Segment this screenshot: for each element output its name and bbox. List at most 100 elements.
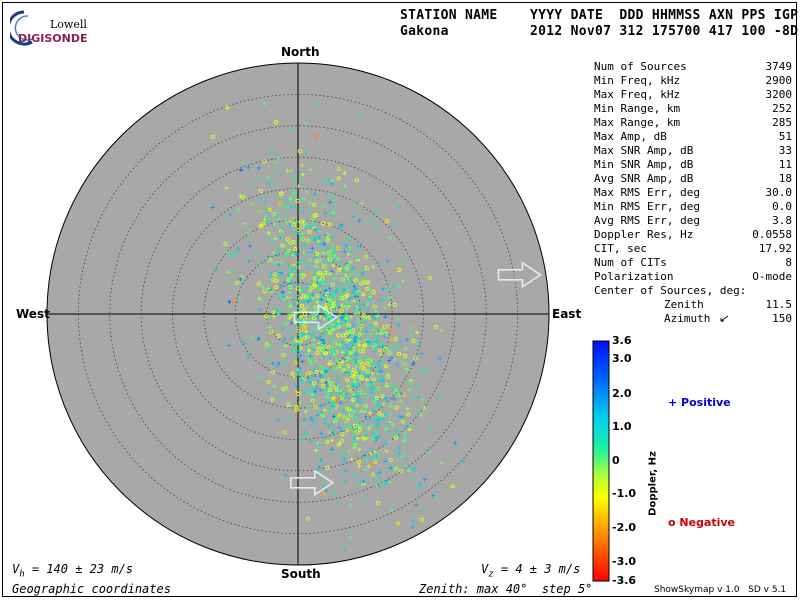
positive-source-point xyxy=(333,430,338,435)
positive-source-point xyxy=(266,286,271,291)
positive-source-point xyxy=(292,301,297,306)
negative-source-point xyxy=(363,404,368,409)
positive-source-point xyxy=(340,409,345,414)
negative-source-point xyxy=(361,436,366,441)
negative-source-point xyxy=(315,351,320,356)
positive-source-point xyxy=(360,271,365,276)
colorbar-tick-label: -2.0 xyxy=(612,521,637,534)
positive-source-point xyxy=(379,331,383,336)
positive-source-point xyxy=(364,457,369,462)
positive-source-point xyxy=(308,258,313,263)
stat-row: Polarization O-mode xyxy=(594,270,792,284)
positive-source-point xyxy=(377,403,382,408)
positive-source-point xyxy=(303,120,308,125)
positive-source-point xyxy=(229,254,234,259)
positive-source-point xyxy=(267,391,272,396)
positive-source-point xyxy=(309,416,314,421)
positive-source-point xyxy=(291,216,296,221)
positive-source-point xyxy=(324,395,329,400)
positive-source-point xyxy=(405,435,410,440)
positive-source-point xyxy=(365,394,370,399)
positive-source-point xyxy=(273,160,278,165)
positive-source-point xyxy=(277,361,281,366)
positive-source-point xyxy=(297,349,302,353)
positive-source-point xyxy=(318,296,323,300)
positive-source-point xyxy=(370,385,375,390)
positive-source-point xyxy=(318,373,323,378)
stat-row: Max SNR Amp, dB 33 xyxy=(594,144,792,158)
positive-source-point xyxy=(266,231,271,235)
negative-source-point xyxy=(274,278,279,283)
positive-source-point xyxy=(341,455,346,460)
negative-source-point xyxy=(293,247,298,252)
positive-source-point xyxy=(329,409,334,414)
negative-source-point xyxy=(339,309,344,314)
positive-source-point xyxy=(324,246,329,251)
positive-source-point xyxy=(290,348,295,353)
positive-source-point xyxy=(339,372,344,377)
positive-source-point xyxy=(420,397,425,402)
positive-source-point xyxy=(363,499,368,504)
stat-value: 8 xyxy=(785,256,792,269)
negative-source-point xyxy=(359,374,364,380)
stat-value: 3.8 xyxy=(772,214,792,227)
negative-source-point xyxy=(320,344,325,349)
positive-source-point xyxy=(380,341,385,346)
positive-source-point xyxy=(310,418,315,423)
positive-source-point xyxy=(306,348,311,353)
positive-source-point xyxy=(311,394,316,399)
negative-source-point xyxy=(279,191,284,196)
negative-source-point xyxy=(373,321,378,326)
center-azimuth-value: 150 xyxy=(772,312,792,325)
positive-source-point xyxy=(336,393,341,398)
positive-source-point xyxy=(352,431,357,436)
positive-source-point xyxy=(263,214,268,219)
positive-source-point xyxy=(278,296,282,301)
positive-source-point xyxy=(397,433,402,438)
positive-source-point xyxy=(286,263,291,268)
positive-source-point xyxy=(326,260,331,265)
negative-source-point xyxy=(316,442,321,447)
positive-source-point xyxy=(266,346,271,351)
positive-source-point xyxy=(295,342,300,346)
positive-source-point xyxy=(279,260,284,265)
positive-source-point xyxy=(295,301,300,306)
positive-source-point xyxy=(307,266,312,271)
positive-source-point xyxy=(270,238,274,243)
positive-source-point xyxy=(268,275,273,279)
positive-source-point xyxy=(348,536,353,541)
positive-source-point xyxy=(375,423,380,428)
positive-source-point xyxy=(278,283,283,288)
positive-source-point xyxy=(342,249,347,254)
positive-source-point xyxy=(431,493,436,498)
positive-source-point xyxy=(342,404,347,409)
positive-source-point xyxy=(286,303,291,307)
positive-source-point xyxy=(327,302,332,307)
header-row1: STATION NAME YYYY DATE DDD HHMMSS AXN PP… xyxy=(400,8,799,23)
positive-source-point xyxy=(321,281,326,286)
negative-source-point xyxy=(298,345,303,351)
positive-source-point xyxy=(337,365,342,370)
positive-source-point xyxy=(289,168,294,173)
positive-source-point xyxy=(345,288,350,293)
positive-source-point xyxy=(304,294,308,299)
colorbar-tick-label: 2.0 xyxy=(612,387,632,400)
positive-source-point xyxy=(325,313,330,318)
positive-source-point xyxy=(301,172,305,177)
positive-source-point xyxy=(283,251,288,256)
positive-source-point xyxy=(349,378,353,383)
positive-source-point xyxy=(266,210,271,215)
positive-source-point xyxy=(397,414,402,419)
positive-source-point xyxy=(357,370,362,375)
positive-source-point xyxy=(330,404,335,409)
negative-source-point xyxy=(264,342,269,347)
positive-source-point xyxy=(418,413,423,417)
positive-source-point xyxy=(276,246,281,251)
stat-value: 51 xyxy=(778,130,792,143)
positive-source-point xyxy=(336,378,341,382)
zenith-note: Zenith: max 40° step 5° xyxy=(419,582,593,596)
positive-source-point xyxy=(348,277,353,282)
positive-source-point xyxy=(348,245,353,250)
positive-source-point xyxy=(298,232,303,237)
positive-source-point xyxy=(351,416,355,420)
